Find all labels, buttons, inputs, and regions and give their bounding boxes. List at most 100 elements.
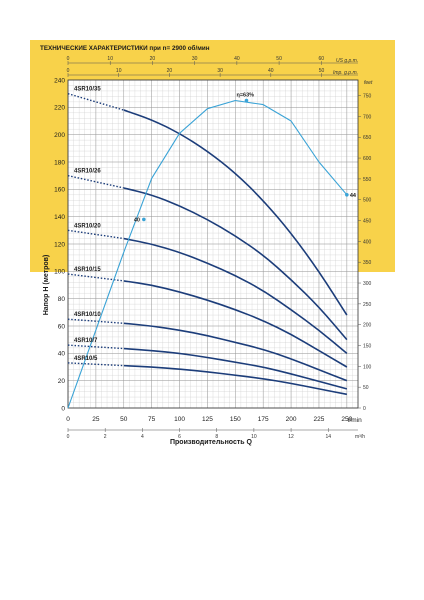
m3h-tick-label: 2 bbox=[104, 434, 107, 440]
m3h-tick-label: 6 bbox=[178, 434, 181, 440]
feet-tick-label: 300 bbox=[363, 281, 372, 287]
pump-curve bbox=[123, 364, 347, 396]
x-tick-label: 75 bbox=[148, 416, 156, 423]
x-tick-label: 250 bbox=[341, 416, 352, 423]
series-label: 4SR10/26 bbox=[74, 169, 101, 175]
feet-tick-label: 600 bbox=[363, 156, 372, 162]
pump-curve-dashed bbox=[67, 174, 124, 189]
pump-curve-dashed bbox=[67, 92, 124, 111]
efficiency-marker bbox=[142, 217, 146, 222]
y-tick-label: 180 bbox=[54, 159, 65, 166]
efficiency-curve-group: η=63% 40 44 bbox=[67, 93, 357, 409]
y-tick-label: 120 bbox=[54, 241, 65, 248]
m3h-tick-label: 8 bbox=[215, 434, 218, 440]
chart-title: ТЕХНИЧЕСКИЕ ХАРАКТЕРИСТИКИ при n= 2900 о… bbox=[40, 44, 210, 52]
series-label: 4SR10/15 bbox=[74, 267, 101, 273]
y-tick-label: 240 bbox=[54, 77, 65, 84]
feet-tick-label: 500 bbox=[363, 198, 372, 204]
x-tick-label: 100 bbox=[174, 416, 185, 423]
y-axis-title: Напор H (метров) bbox=[43, 255, 50, 316]
y-tick-label: 220 bbox=[54, 105, 65, 112]
series-label: 4SR10/35 bbox=[74, 87, 101, 93]
m3h-tick-label: 14 bbox=[325, 434, 331, 440]
pump-curve bbox=[123, 280, 348, 368]
x-tick-label: 150 bbox=[230, 416, 241, 423]
feet-tick-label: 50 bbox=[363, 385, 369, 391]
x-tick-label: 50 bbox=[120, 416, 128, 423]
feet-tick-label: 200 bbox=[363, 323, 372, 329]
us-gpm-tick-label: 60 bbox=[319, 56, 325, 62]
pump-curve bbox=[123, 322, 348, 382]
feet-tick-label: 750 bbox=[363, 94, 372, 100]
feet-tick-label: 250 bbox=[363, 302, 372, 308]
feet-tick-label: 100 bbox=[363, 364, 372, 370]
y-tick-label: 100 bbox=[54, 269, 65, 276]
efficiency-left-label: 40 bbox=[134, 217, 140, 223]
pump-curve-dashed bbox=[67, 362, 124, 367]
m3h-tick-label: 12 bbox=[288, 434, 294, 440]
x-tick-label: 175 bbox=[258, 416, 269, 423]
efficiency-peak-label: η=63% bbox=[236, 93, 254, 99]
imp-gpm-tick-label: 20 bbox=[167, 68, 173, 74]
y-tick-label: 200 bbox=[54, 132, 65, 139]
x-tick-label: 0 bbox=[66, 416, 70, 423]
series-label: 4SR10/5 bbox=[74, 356, 98, 362]
feet-tick-label: 0 bbox=[363, 406, 366, 412]
top-us-gpm-unit: US g.p.m. bbox=[336, 58, 358, 64]
us-gpm-tick-label: 50 bbox=[276, 56, 282, 62]
pump-curve bbox=[123, 347, 348, 390]
efficiency-marker bbox=[244, 98, 249, 103]
top-imp-gpm-unit: Imp. g.p.m. bbox=[333, 70, 358, 76]
series-label: 4SR10/7 bbox=[74, 338, 98, 344]
y-tick-label: 0 bbox=[61, 405, 65, 412]
us-gpm-tick-label: 40 bbox=[234, 56, 240, 62]
x-tick-label: 25 bbox=[92, 416, 100, 423]
x-alt-unit-label: m³/h bbox=[355, 434, 365, 440]
pump-curves bbox=[67, 92, 348, 396]
pump-curve-dashed bbox=[67, 273, 124, 282]
axes: 0 25 50 75 100 125 150 175 200 225 250020406080100… bbox=[54, 56, 371, 440]
y-tick-label: 40 bbox=[58, 351, 66, 358]
right-feet-unit: feet bbox=[364, 80, 373, 86]
feet-tick-label: 550 bbox=[363, 177, 372, 183]
y-tick-label: 60 bbox=[58, 323, 66, 330]
m3h-tick-label: 0 bbox=[67, 434, 70, 440]
m3h-tick-label: 10 bbox=[251, 434, 257, 440]
x-tick-label: 200 bbox=[286, 416, 297, 423]
x-axis-title: Производительность Q bbox=[170, 439, 253, 446]
imp-gpm-tick-label: 50 bbox=[319, 68, 325, 74]
imp-gpm-tick-label: 30 bbox=[217, 68, 223, 74]
us-gpm-tick-label: 10 bbox=[107, 56, 113, 62]
feet-tick-label: 450 bbox=[363, 219, 372, 225]
plot-frame bbox=[67, 79, 359, 409]
us-gpm-tick-label: 30 bbox=[192, 56, 198, 62]
pump-curve bbox=[123, 237, 348, 354]
pump-curve bbox=[123, 109, 348, 316]
feet-tick-label: 350 bbox=[363, 260, 372, 266]
imp-gpm-tick-label: 10 bbox=[116, 68, 122, 74]
series-label: 4SR10/20 bbox=[74, 223, 101, 229]
series-label: 4SR10/10 bbox=[74, 312, 101, 318]
imp-gpm-tick-label: 0 bbox=[67, 68, 70, 74]
y-tick-label: 20 bbox=[58, 378, 66, 385]
feet-tick-label: 700 bbox=[363, 114, 372, 120]
x-unit-label: l/min bbox=[348, 417, 362, 424]
efficiency-right-label: 44 bbox=[350, 193, 357, 199]
x-tick-label: 125 bbox=[202, 416, 213, 423]
x-tick-label: 225 bbox=[314, 416, 325, 423]
y-tick-label: 160 bbox=[54, 187, 65, 194]
us-gpm-tick-label: 0 bbox=[67, 56, 70, 62]
pump-curve-dashed bbox=[67, 318, 124, 324]
efficiency-marker bbox=[345, 193, 349, 197]
pump-curve-dashed bbox=[67, 344, 124, 350]
efficiency-curve bbox=[67, 99, 348, 409]
feet-tick-label: 400 bbox=[363, 239, 372, 245]
m3h-tick-label: 4 bbox=[141, 434, 144, 440]
pump-curve-dashed bbox=[67, 229, 124, 240]
feet-tick-label: 650 bbox=[363, 135, 372, 141]
us-gpm-tick-label: 20 bbox=[150, 56, 156, 62]
feet-tick-label: 150 bbox=[363, 344, 372, 350]
labels: 4SR10/35 4SR10/26 4SR10/20 4SR10/15 4SR10/10… bbox=[74, 87, 101, 362]
y-tick-label: 140 bbox=[54, 214, 65, 221]
